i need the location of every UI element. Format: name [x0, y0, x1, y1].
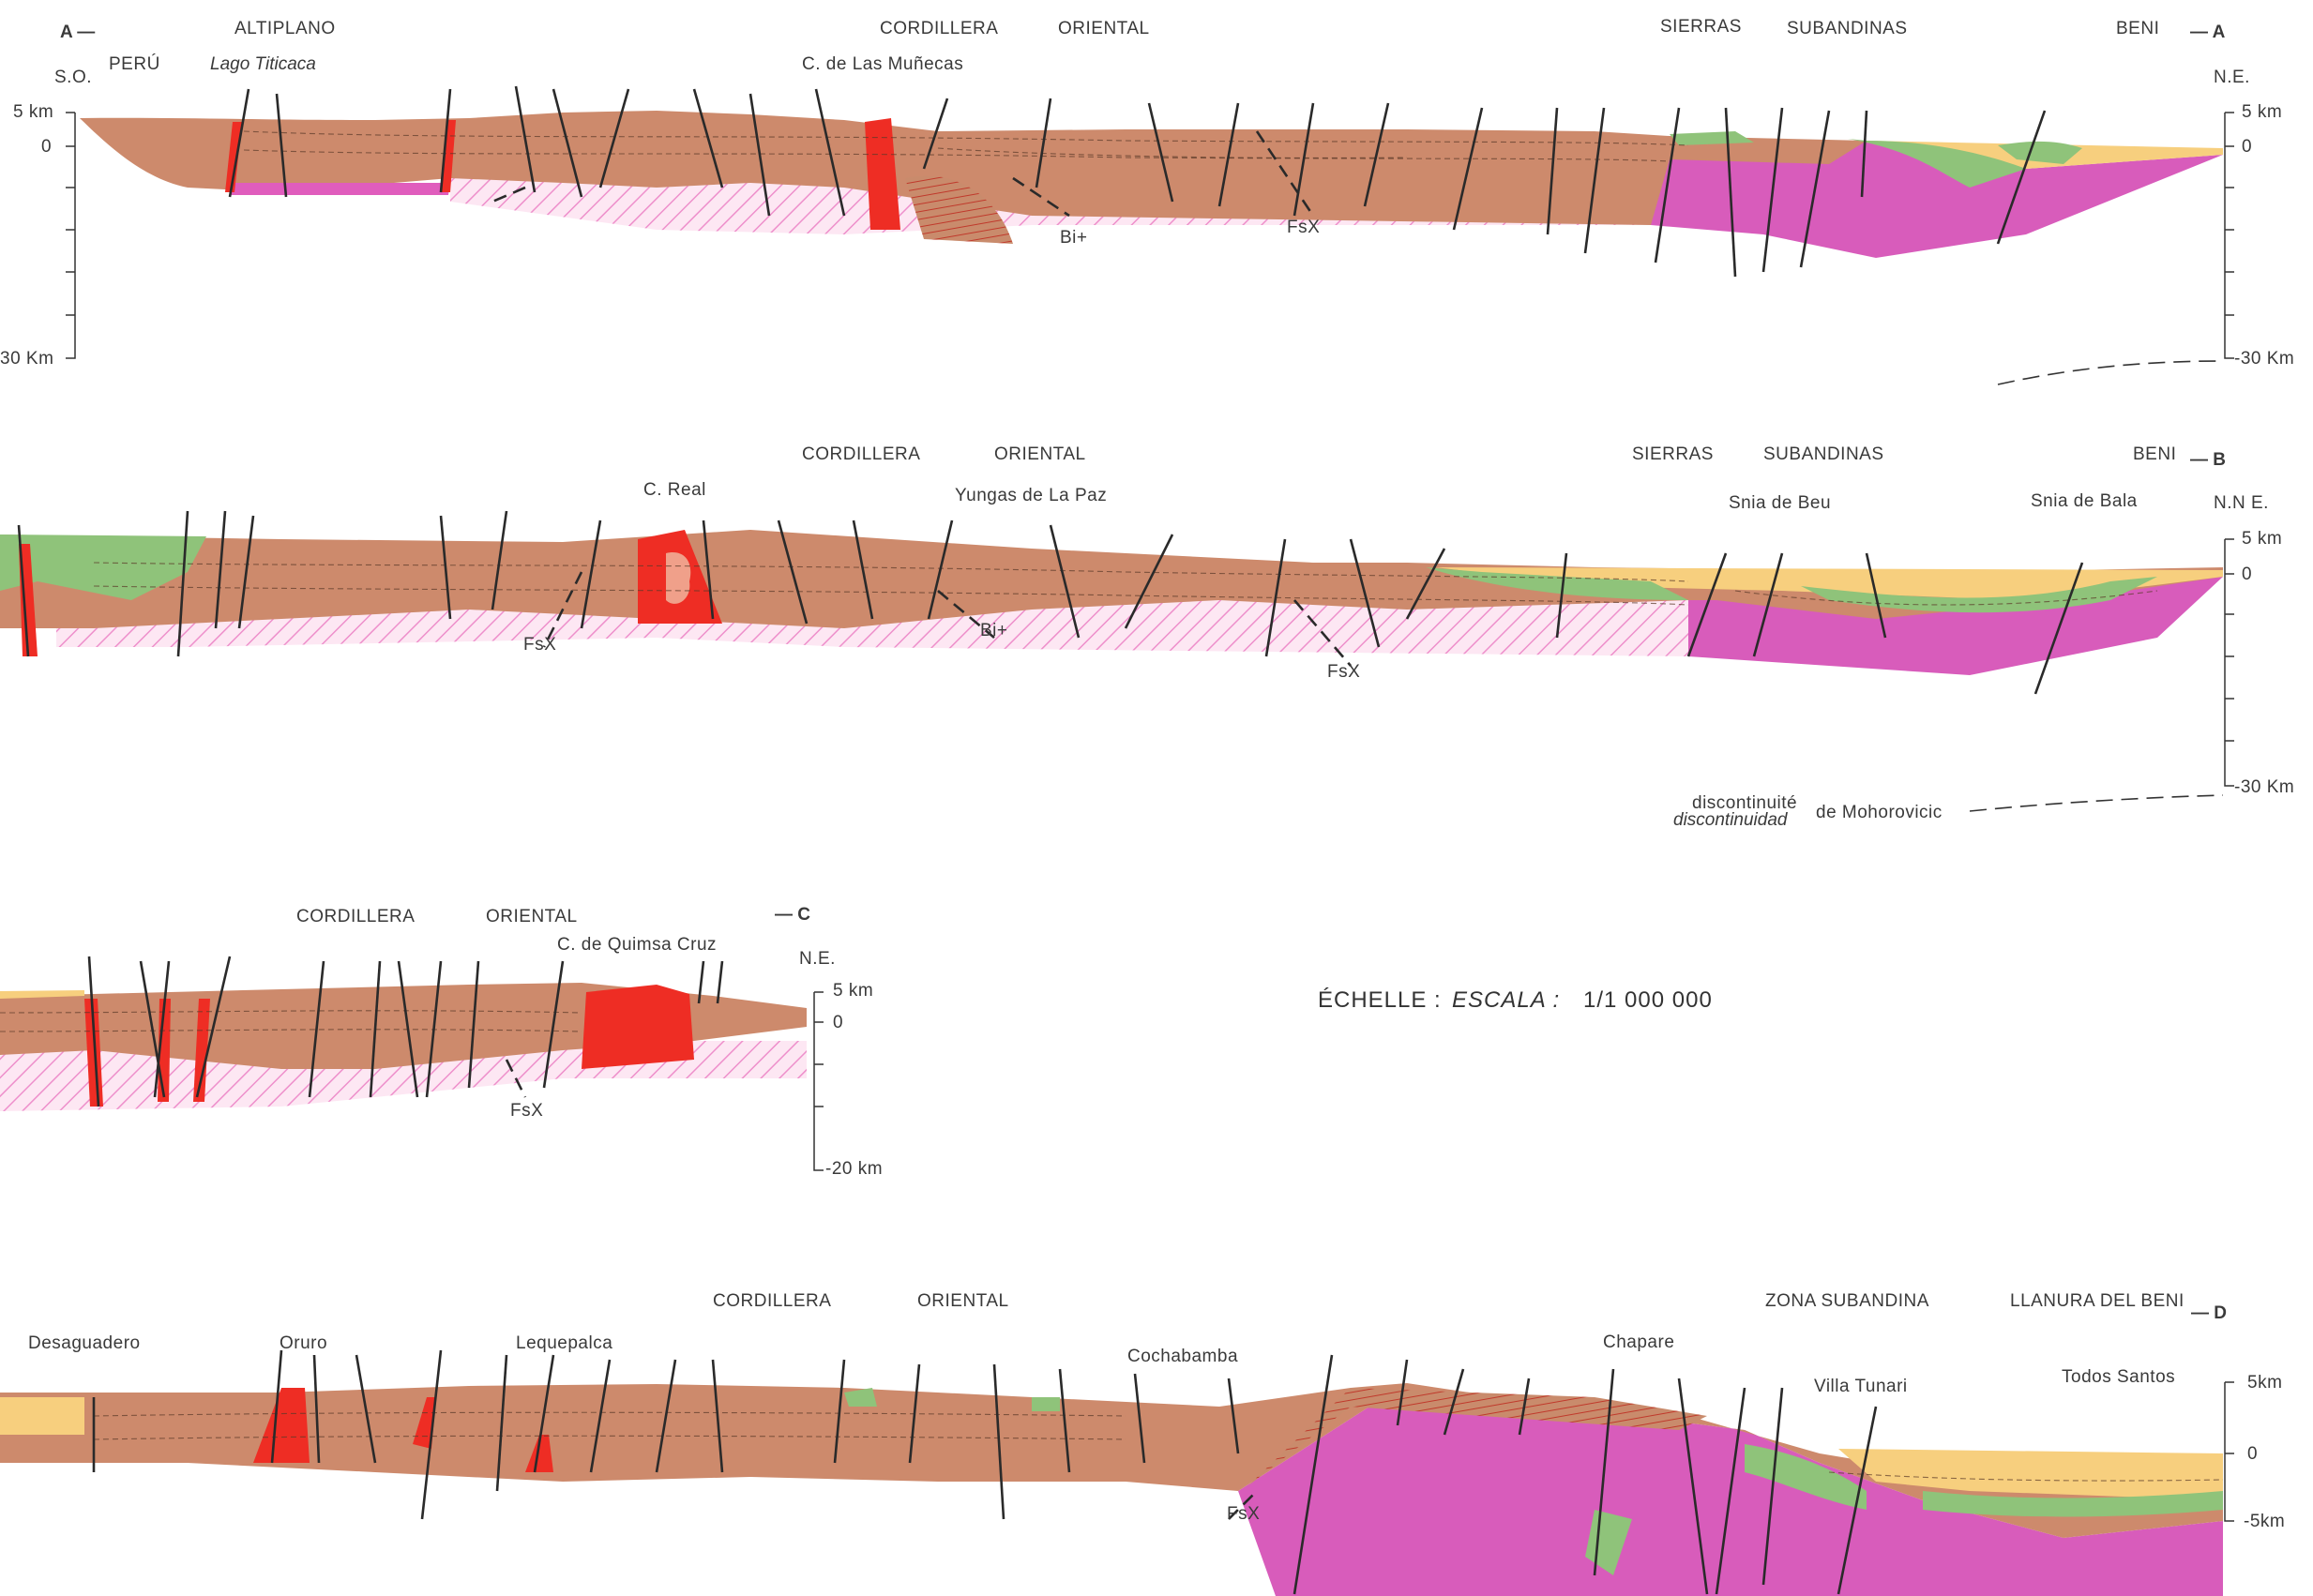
- section-c-label-cordillera: CORDILLERA: [296, 907, 415, 926]
- section-b-label-sierras: SIERRAS: [1632, 444, 1714, 464]
- section-a-label-cordillera: CORDILLERA: [880, 19, 998, 38]
- section-a-end-right: — A: [2190, 23, 2226, 42]
- section-a: 5 km 0 30 Km 5 km 0 -30 Km: [0, 17, 2294, 384]
- scale-note-es: ESCALA :: [1452, 987, 1560, 1013]
- section-d-label-cochabamba: Cochabamba: [1127, 1347, 1238, 1366]
- section-d-label-oruro: Oruro: [280, 1333, 327, 1353]
- section-a-altiplano-pocket: [230, 183, 450, 195]
- section-d-label-lequepalca: Lequepalca: [516, 1333, 612, 1353]
- section-a-label-beni: BENI: [2116, 19, 2159, 38]
- section-b-label-yungas: Yungas de La Paz: [955, 486, 1107, 505]
- section-b-label-cordillera: CORDILLERA: [802, 444, 920, 464]
- section-d-left-yellow: [0, 1397, 84, 1435]
- section-b-moho-name: de Mohorovicic: [1816, 803, 1943, 822]
- section-a-right-scale-5km: 5 km: [2242, 102, 2282, 122]
- section-c-scale-20km: -20 km: [825, 1159, 883, 1179]
- section-a-label-lago: Lago Titicaca: [210, 54, 316, 74]
- section-a-label-oriental: ORIENTAL: [1058, 19, 1150, 38]
- section-a-label-fsx: FsX: [1287, 218, 1320, 237]
- section-a-right-scale: 5 km 0 -30 Km: [2225, 102, 2294, 369]
- section-b-label-oriental: ORIENTAL: [994, 444, 1086, 464]
- section-d-right-scale: 5km 0 -5km: [2225, 1373, 2285, 1531]
- section-b-right-scale: 5 km 0 -30 Km: [2225, 529, 2294, 797]
- section-d-label-chapare: Chapare: [1603, 1333, 1674, 1352]
- section-d-end-right: — D: [2191, 1303, 2227, 1323]
- section-a-label-munecas: C. de Las Muñecas: [802, 54, 963, 74]
- section-b-label-bala: Snia de Bala: [2031, 491, 2138, 511]
- section-a-label-peru: PERÚ: [109, 53, 160, 74]
- section-b-end-right: — B: [2190, 450, 2226, 470]
- section-d-label-todos: Todos Santos: [2062, 1367, 2175, 1387]
- section-a-end-left: A —: [60, 23, 95, 42]
- section-b-dir-right: N.N E.: [2214, 493, 2269, 513]
- section-a-left-scale-0: 0: [41, 137, 52, 157]
- section-b-moho: [1970, 795, 2223, 811]
- section-c-label-oriental: ORIENTAL: [486, 907, 578, 926]
- section-b-label-fsx-1: FsX: [523, 635, 556, 655]
- section-d-label-zona: ZONA SUBANDINA: [1765, 1291, 1929, 1311]
- section-b-label-subandinas: SUBANDINAS: [1763, 444, 1884, 464]
- section-a-right-scale-0: 0: [2242, 137, 2252, 157]
- section-d-label-fsx: FsX: [1227, 1504, 1260, 1524]
- section-b-label-fsx-2: FsX: [1327, 662, 1360, 682]
- section-b-scale-30km: -30 Km: [2234, 777, 2294, 797]
- section-c-scale-5km: 5 km: [833, 981, 873, 1001]
- section-c-scale-0: 0: [833, 1013, 843, 1032]
- section-a-left-scale-5km: 5 km: [13, 102, 53, 122]
- scale-note-ratio: 1/1 000 000: [1583, 987, 1713, 1013]
- section-d-scale-5km: 5km: [2247, 1373, 2282, 1393]
- section-d-label-desaguadero: Desaguadero: [28, 1333, 141, 1353]
- section-b-label-bi: Bi+: [980, 621, 1008, 640]
- section-d-label-villa: Villa Tunari: [1814, 1377, 1908, 1396]
- section-c-end-right: — C: [775, 905, 810, 925]
- section-a-moho: [1998, 361, 2223, 384]
- section-d-label-cordillera: CORDILLERA: [713, 1291, 831, 1311]
- section-c-label-quimsa: C. de Quimsa Cruz: [557, 935, 717, 955]
- section-d-scale-5km-neg: -5km: [2244, 1512, 2285, 1531]
- section-b-creal-core: [666, 552, 690, 604]
- section-c: 5 km 0 -20 km — C N.E. CO: [0, 905, 883, 1179]
- section-b-label-beni: BENI: [2133, 444, 2176, 464]
- section-d: 5km 0 -5km: [0, 1291, 2285, 1596]
- section-a-dir-right: N.E.: [2214, 68, 2250, 87]
- section-b-label-beu: Snia de Beu: [1729, 493, 1831, 513]
- section-d-scale-0: 0: [2247, 1444, 2258, 1464]
- section-a-label-bi: Bi+: [1060, 228, 1088, 248]
- section-d-label-llanura: LLANURA DEL BENI: [2010, 1291, 2184, 1311]
- section-a-label-altiplano: ALTIPLANO: [234, 19, 336, 38]
- section-a-dir-left: S.O.: [54, 68, 92, 87]
- section-c-label-fsx: FsX: [510, 1101, 543, 1121]
- section-b-label-real: C. Real: [643, 480, 706, 500]
- section-a-left-scale-30km: 30 Km: [0, 349, 53, 369]
- section-b: 5 km 0 -30 Km: [0, 444, 2294, 830]
- scale-note: ÉCHELLE : ESCALA : 1/1 000 000: [1318, 987, 1713, 1013]
- section-a-left-scale: 5 km 0 30 Km: [0, 102, 75, 369]
- section-c-quimsa-intrusion: [582, 985, 694, 1069]
- section-b-scale-5km: 5 km: [2242, 529, 2282, 549]
- section-b-scale-0: 0: [2242, 565, 2252, 584]
- section-d-label-oriental: ORIENTAL: [917, 1291, 1009, 1311]
- section-b-moho-es: discontinuidad: [1673, 810, 1789, 830]
- section-c-dir-right: N.E.: [799, 949, 836, 969]
- section-a-label-subandinas: SUBANDINAS: [1787, 19, 1908, 38]
- section-a-right-scale-30km: -30 Km: [2234, 349, 2294, 369]
- scale-note-fr: ÉCHELLE :: [1318, 987, 1442, 1013]
- section-a-label-sierras: SIERRAS: [1660, 17, 1742, 37]
- section-c-scale: 5 km 0 -20 km: [814, 981, 883, 1179]
